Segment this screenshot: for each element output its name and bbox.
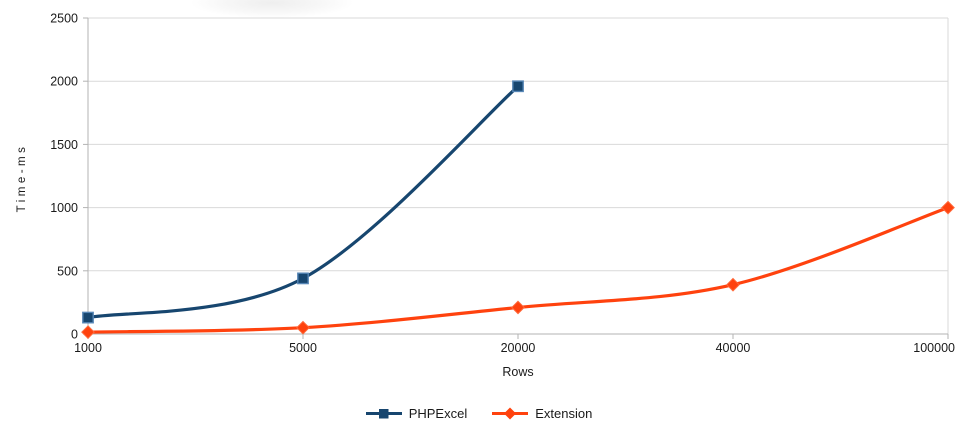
x-tick-label-40000: 40000: [716, 341, 751, 355]
y-tick-label-0: 0: [71, 328, 78, 342]
legend-item-extension: Extension: [491, 406, 592, 421]
legend-item-phpexcel: PHPExcel: [365, 406, 468, 421]
data-point-phpexcel-2: [512, 80, 524, 93]
data-point-phpexcel-0: [82, 311, 94, 324]
phpexcel-line-square-icon: [365, 409, 402, 419]
x-tick-label-5000: 5000: [289, 341, 317, 355]
y-tick-label-500: 500: [57, 264, 78, 278]
x-tick-label-20000: 20000: [501, 341, 536, 355]
data-point-extension-1: [296, 320, 310, 335]
y-tick-label-1000: 1000: [50, 201, 78, 215]
legend: PHPExcel Extension: [0, 406, 957, 421]
y-tick-label-2000: 2000: [50, 75, 78, 89]
legend-label-phpexcel: PHPExcel: [408, 406, 468, 421]
data-point-extension-0: [81, 325, 95, 340]
extension-line-diamond-icon: [492, 407, 529, 420]
y-axis-title: Time-ms: [16, 143, 28, 213]
y-tick-label-1500: 1500: [50, 138, 78, 152]
x-tick-label-1000: 1000: [74, 341, 102, 355]
data-point-extension-2: [511, 300, 525, 315]
legend-label-extension: Extension: [535, 406, 593, 421]
data-point-phpexcel-1: [297, 272, 309, 285]
x-tick-label-100000: 100000: [913, 341, 955, 355]
data-point-extension-4: [941, 200, 955, 215]
x-axis-title: Rows: [502, 365, 534, 379]
y-tick-label-2500: 2500: [50, 12, 78, 26]
data-point-extension-3: [726, 277, 740, 292]
